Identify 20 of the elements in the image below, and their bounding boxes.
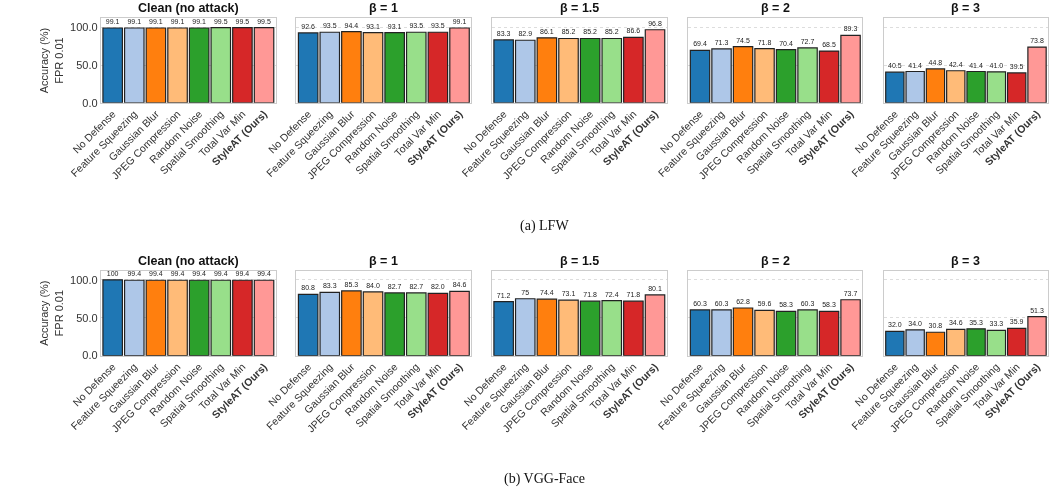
chart-title: β = 3 bbox=[951, 254, 980, 268]
y-tick-label: 0.0 bbox=[82, 349, 98, 362]
chart-title: β = 1 bbox=[369, 1, 398, 15]
chart-title: Clean (no attack) bbox=[138, 1, 239, 15]
chart-title: Clean (no attack) bbox=[138, 254, 239, 268]
y-tick-label: 100.0 bbox=[70, 273, 98, 286]
y-axis-title: Accuracy (%) FPR 0.01 bbox=[38, 27, 65, 94]
chart-title: β = 2 bbox=[761, 1, 790, 15]
chart-title: β = 2 bbox=[761, 254, 790, 268]
chart-title: β = 1.5 bbox=[560, 1, 600, 15]
text: (b) VGG-Face bbox=[504, 471, 585, 487]
y-tick-label: 50.0 bbox=[76, 58, 98, 71]
y-tick-label: 100.0 bbox=[70, 21, 98, 34]
y-tick-label: 50.0 bbox=[76, 311, 98, 324]
y-axis-title: Accuracy (%) FPR 0.01 bbox=[38, 280, 65, 346]
chart-title: β = 1 bbox=[369, 254, 398, 268]
chart-title: β = 1.5 bbox=[560, 254, 600, 268]
text: (a) LFW bbox=[520, 218, 570, 234]
y-tick-label: 0.0 bbox=[82, 96, 98, 109]
chart-title: β = 3 bbox=[951, 1, 980, 15]
